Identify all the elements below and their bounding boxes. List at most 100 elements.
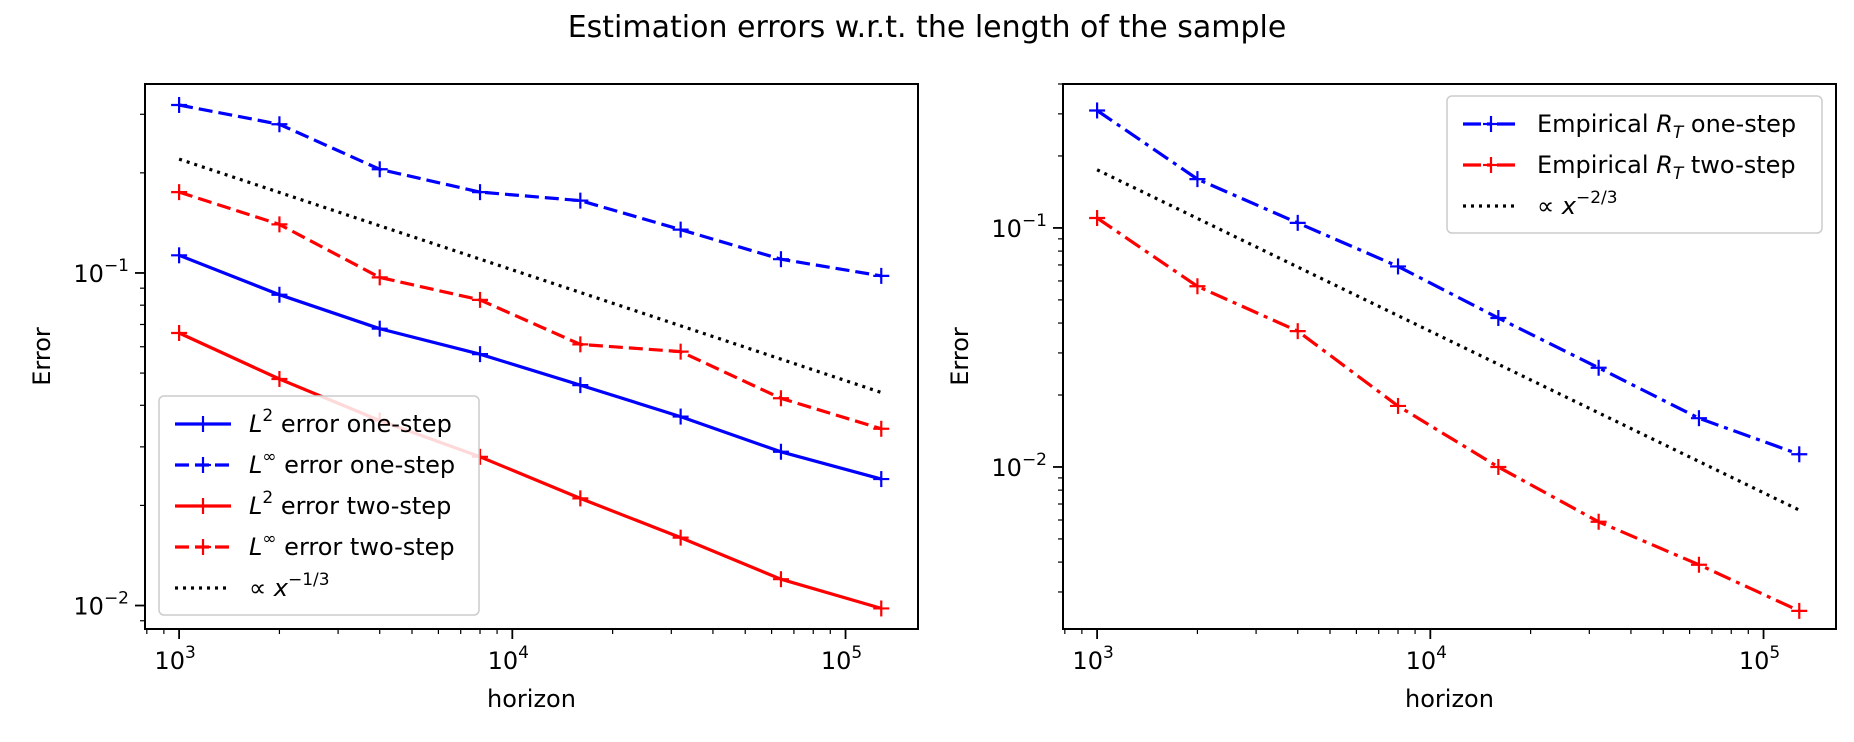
x-axis-label: horizon [487,685,576,713]
data-point [873,600,890,617]
data-point [1289,323,1306,340]
data-point [371,269,388,286]
data-point [1690,556,1707,573]
legend-box [1446,95,1823,234]
legend-entry: L2 error one-step [175,406,452,438]
series-1 [1089,210,1808,619]
data-point [672,408,689,425]
data-point [171,184,188,201]
series-line [178,253,882,481]
legend: L2 error one-step L∞ error one-step L2 err… [158,395,480,616]
data-point [271,116,288,133]
y-axis-label: Error [946,327,974,386]
data-point [1690,410,1707,427]
data-point [1089,210,1106,227]
y-axis-label: Error [28,327,56,386]
data-point [1390,258,1407,275]
data-point [772,443,789,460]
data-point [772,571,789,588]
series-2 [171,324,890,617]
data-point [572,490,589,507]
legend-box [158,395,480,616]
legend-label: Empirical RT one-step [1537,110,1796,143]
data-point [1089,102,1106,119]
y-tick-label: 10−1 [73,256,129,288]
data-point [1390,397,1407,414]
series-0 [171,247,890,488]
data-point [1791,446,1808,463]
legend-entry: Empirical RT one-step [1463,110,1796,143]
x-tick-label: 105 [1739,643,1780,675]
series-1 [171,96,890,284]
series-line [178,157,882,395]
x-tick-label: 105 [821,643,862,675]
data-point [171,247,188,264]
legend-label: L∞ error one-step [249,447,455,479]
legend-entry: ∝ x−1/3 [175,570,330,602]
data-point [1189,171,1206,188]
data-point [672,221,689,238]
data-point [672,529,689,546]
series-line [178,103,882,278]
series-line [1096,168,1800,512]
data-point [371,320,388,337]
data-point [171,96,188,113]
legend-label: ∝ x−2/3 [1537,188,1618,220]
legend-entry: Empirical RT two-step [1463,151,1796,184]
data-point [672,343,689,360]
series-4 [178,157,882,395]
data-point [1590,513,1607,530]
data-point [772,390,789,407]
chart-left: 103 104 105 10−2 10−1 horizon Error L2 error on… [28,83,919,713]
series-line [178,190,882,431]
legend-entry: ∝ x−2/3 [1463,188,1618,220]
legend-entry: L∞ error two-step [175,529,455,561]
x-tick-label: 104 [488,643,529,675]
data-point [572,377,589,394]
data-point [472,291,489,308]
chart-right: 103 104 105 10−2 10−1 horizon Error Empirical R… [946,83,1837,713]
legend: Empirical RT one-step Empirical RT two-st… [1446,95,1823,234]
data-point [772,251,789,268]
legend-label: L2 error one-step [249,406,452,438]
legend-entry: L∞ error one-step [175,447,455,479]
x-tick-label: 103 [154,643,195,675]
series-0 [1089,102,1808,463]
data-point [873,471,890,488]
data-point [873,267,890,284]
legend-entry: L2 error two-step [175,488,451,520]
data-point [1189,278,1206,295]
series-2 [1096,168,1800,512]
series-line [1096,109,1800,456]
y-tick-label: 10−2 [73,589,129,621]
data-point [271,370,288,387]
legend-label: L∞ error two-step [249,529,455,561]
data-point [271,286,288,303]
data-point [1490,309,1507,326]
legend-label: L2 error two-step [249,488,451,520]
data-point [1289,214,1306,231]
data-point [371,161,388,178]
data-point [271,216,288,233]
data-point [472,346,489,363]
x-tick-label: 103 [1072,643,1113,675]
series-line [178,331,882,610]
data-point [1590,359,1607,376]
x-tick-label: 104 [1406,643,1447,675]
figure-title: Estimation errors w.r.t. the length of t… [568,10,1287,45]
data-point [873,420,890,437]
y-tick-label: 10−2 [991,450,1047,482]
x-axis-label: horizon [1405,685,1494,713]
data-point [472,184,489,201]
y-tick-label: 10−1 [991,211,1047,243]
legend-label: Empirical RT two-step [1537,151,1796,184]
series-3 [171,184,890,437]
data-point [171,324,188,341]
data-point [1490,458,1507,475]
data-point [1791,602,1808,619]
legend-label: ∝ x−1/3 [249,570,330,602]
data-point [572,336,589,353]
series-line [1096,216,1800,613]
data-point [572,192,589,209]
